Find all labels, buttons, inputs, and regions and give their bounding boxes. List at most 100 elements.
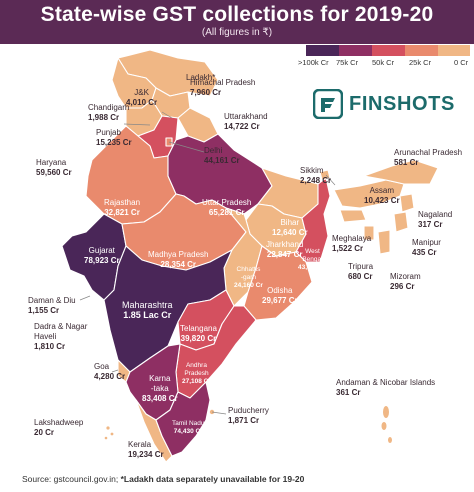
label-chandigarh: Chandigarh 1,988 Cr [88, 103, 129, 123]
state-value: 44,161 Cr [204, 156, 240, 165]
label-chhattisgarh: Chhattis -garh 24,160 Cr [234, 266, 263, 290]
label-gujarat: Gujarat 78,923 Cr [84, 246, 120, 266]
state-meghalaya [339, 209, 367, 223]
state-name: J&K [134, 88, 149, 97]
label-puducherry: Puducherry 1,871 Cr [228, 406, 269, 426]
legend-swatch-4 [405, 45, 438, 56]
label-wb: West Bengal 43,386 Cr [298, 248, 327, 272]
source-text: Source: gstcouncil.gov.in; [22, 474, 121, 484]
legend-swatch-5 [438, 45, 470, 56]
state-name: Goa [94, 362, 110, 371]
state-value: 32,821 Cr [104, 208, 140, 217]
state-value: 4,280 Cr [94, 372, 126, 381]
legend-label-5: 0 Cr [454, 58, 469, 67]
state-arunachal [363, 159, 439, 185]
leader-lines [79, 111, 336, 415]
state-value: 1,522 Cr [332, 244, 364, 253]
state-name: Meghalaya [332, 234, 372, 243]
label-jk: J&K 4,010 Cr [126, 88, 157, 108]
state-value: 581 Cr [394, 158, 419, 167]
legend-label-2: 75k Cr [336, 58, 359, 67]
label-rajasthan: Rajasthan 32,821 Cr [104, 198, 140, 218]
label-maharashtra: Maharashtra 1.85 Lac Cr [122, 300, 173, 320]
label-mizoram: Mizoram 296 Cr [390, 272, 421, 292]
label-tripura: Tripura 680 Cr [348, 262, 373, 282]
state-name: Maharashtra [122, 300, 173, 310]
label-manipur: Manipur 435 Cr [412, 238, 441, 258]
label-tn: Tamil Nadu 74,430 Cr [172, 420, 205, 436]
state-value: 74,430 Cr [173, 428, 203, 435]
state-wb [295, 177, 331, 263]
label-goa: Goa 4,280 Cr [94, 362, 125, 382]
label-andaman: Andaman & Nicobar Islands 361 Cr [336, 378, 435, 398]
label-jharkhand: Jharkhand 22,847 Cr [266, 240, 303, 260]
legend-label-1: >100k Cr [298, 58, 329, 67]
color-legend: >100k Cr 75k Cr 50k Cr 25k Cr 0 Cr [298, 45, 470, 71]
label-arunachal: Arunachal Pradesh 581 Cr [394, 148, 462, 168]
state-name: Sikkim [300, 166, 324, 175]
map-subtitle: (All figures in ₹) [201, 27, 273, 38]
state-name: Uttar Pradesh [202, 198, 252, 207]
brand-name: FINSHOTS [349, 92, 455, 115]
state-value: 39,820 Cr [180, 334, 217, 343]
state-value: 680 Cr [348, 272, 373, 281]
state-value: 24,160 Cr [234, 282, 263, 289]
state-name: Manipur [412, 238, 441, 247]
state-value: 7,960 Cr [190, 88, 222, 97]
legend-swatch-3 [372, 45, 405, 56]
label-delhi: Delhi 44,161 Cr [204, 146, 240, 166]
state-name: Jharkhand [266, 240, 304, 249]
state-value: 19,234 Cr [128, 450, 164, 459]
label-kerala: Kerala 19,234 Cr [128, 440, 164, 460]
state-value: 15,235 Cr [96, 138, 132, 147]
state-name: Uttarakhand [224, 112, 268, 121]
state-name: Dadra & Nagar Haveli [34, 322, 88, 341]
lakshadweep-islands [104, 426, 114, 440]
state-name: Bihar [280, 218, 300, 227]
finshots-logo-icon [313, 89, 343, 119]
state-value: 1,871 Cr [228, 416, 260, 425]
label-uttarakhand: Uttarakhand 14,722 Cr [224, 112, 268, 132]
state-value: 78,923 Cr [84, 256, 120, 265]
state-value: 1,155 Cr [28, 306, 60, 315]
legend-swatch-1 [306, 45, 339, 56]
state-name: Odisha [267, 286, 293, 295]
state-name: Chandigarh [88, 103, 130, 112]
state-name: Karna -taka [149, 374, 171, 393]
label-telangana: Telangana 39,820 Cr [180, 324, 217, 344]
state-value: 20 Cr [34, 428, 55, 437]
state-name: Madhya Pradesh [148, 250, 209, 259]
label-nagaland: Nagaland 317 Cr [418, 210, 452, 230]
state-name: Assam [369, 186, 395, 195]
state-value: 2,248 Cr [300, 176, 332, 185]
state-name: Nagaland [418, 210, 453, 219]
state-value: 65,281 Cr [208, 208, 245, 217]
state-name: Arunachal Pradesh [394, 148, 463, 157]
label-daman: Daman & Diu 1,155 Cr [28, 296, 76, 316]
label-mp: Madhya Pradesh 28,354 Cr [148, 250, 208, 270]
state-value: 43,386 Cr [298, 264, 327, 271]
state-value: 59,560 Cr [36, 168, 72, 177]
state-name: Ladakh* [186, 73, 216, 82]
label-dadra: Dadra & Nagar Haveli 1,810 Cr [34, 322, 87, 352]
label-bihar: Bihar 12,640 Cr [272, 218, 308, 238]
brand-logo: FINSHOTS [313, 88, 455, 120]
state-name: Tripura [348, 262, 374, 271]
state-nagaland [399, 193, 415, 213]
state-name: Punjab [96, 128, 121, 137]
legend-label-3: 50k Cr [372, 58, 395, 67]
state-name: Lakshadweep [34, 418, 84, 427]
label-karnataka: Karna -taka 83,408 Cr [142, 374, 178, 404]
footer-note: Source: gstcouncil.gov.in; *Ladakh data … [22, 474, 304, 484]
state-manipur [393, 211, 409, 233]
state-name: Daman & Diu [28, 296, 76, 305]
state-value: 10,423 Cr [364, 196, 400, 205]
state-value: 14,722 Cr [224, 122, 260, 131]
state-name: Telangana [180, 324, 217, 333]
map-title: State-wise GST collections for 2019-20 [40, 3, 434, 26]
state-value: 361 Cr [336, 388, 361, 397]
state-name: Gujarat [88, 246, 115, 255]
label-assam: Assam 10,423 Cr [364, 186, 400, 206]
state-value: 1,810 Cr [34, 342, 66, 351]
